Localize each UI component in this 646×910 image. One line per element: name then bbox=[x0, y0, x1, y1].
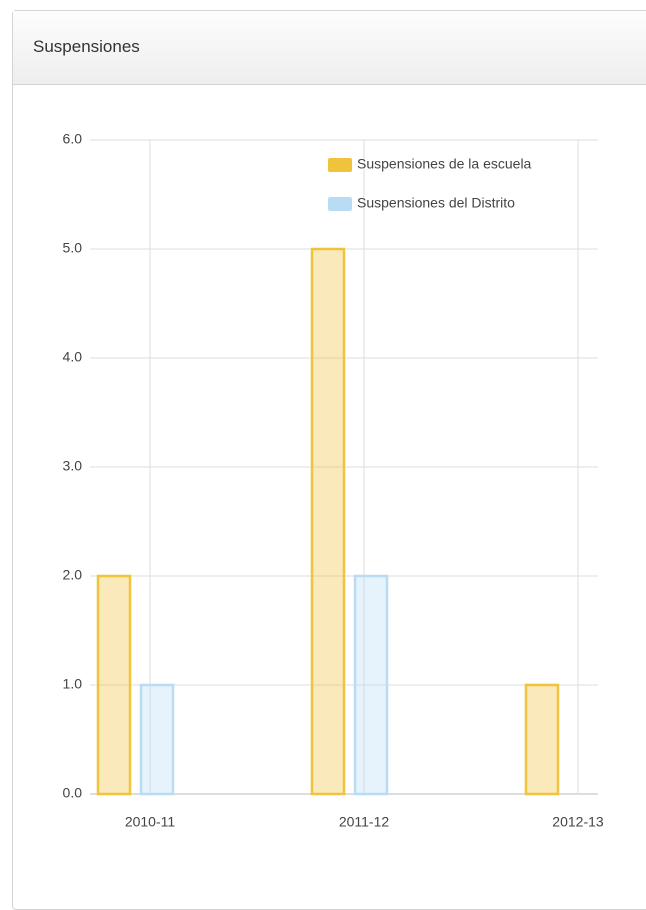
y-tick-label: 1.0 bbox=[63, 676, 83, 692]
legend-swatch bbox=[328, 197, 352, 211]
bar bbox=[96, 574, 132, 796]
y-tick-label: 5.0 bbox=[63, 240, 83, 256]
bar bbox=[524, 683, 560, 796]
panel: Suspensiones bbox=[12, 10, 646, 910]
bar bbox=[139, 683, 175, 796]
legend-label: Suspensiones de la escuela bbox=[357, 156, 532, 172]
page: Suspensiones 0.0 1.0 2.0 3.0 4.0 5.0 6.0 2010-1… bbox=[12, 10, 646, 910]
chart: 0.0 1.0 2.0 3.0 4.0 5.0 6.0 2010-11 2011-12 2012-… bbox=[63, 131, 604, 830]
panel-title: Suspensiones bbox=[33, 37, 140, 56]
y-tick-label: 0.0 bbox=[63, 785, 83, 801]
x-tick-label: 2010-11 bbox=[125, 814, 176, 830]
panel-header: Suspensiones bbox=[13, 11, 646, 85]
y-tick-label: 3.0 bbox=[63, 458, 83, 474]
legend-label: Suspensiones del Distrito bbox=[357, 195, 515, 211]
x-tick-label: 2011-12 bbox=[339, 814, 390, 830]
y-tick-label: 6.0 bbox=[63, 131, 83, 147]
bar bbox=[310, 247, 346, 796]
x-tick-label: 2012-13 bbox=[552, 814, 604, 830]
legend-swatch bbox=[328, 158, 352, 172]
y-tick-label: 2.0 bbox=[63, 567, 83, 583]
bar bbox=[353, 574, 389, 796]
y-tick-label: 4.0 bbox=[63, 349, 83, 365]
